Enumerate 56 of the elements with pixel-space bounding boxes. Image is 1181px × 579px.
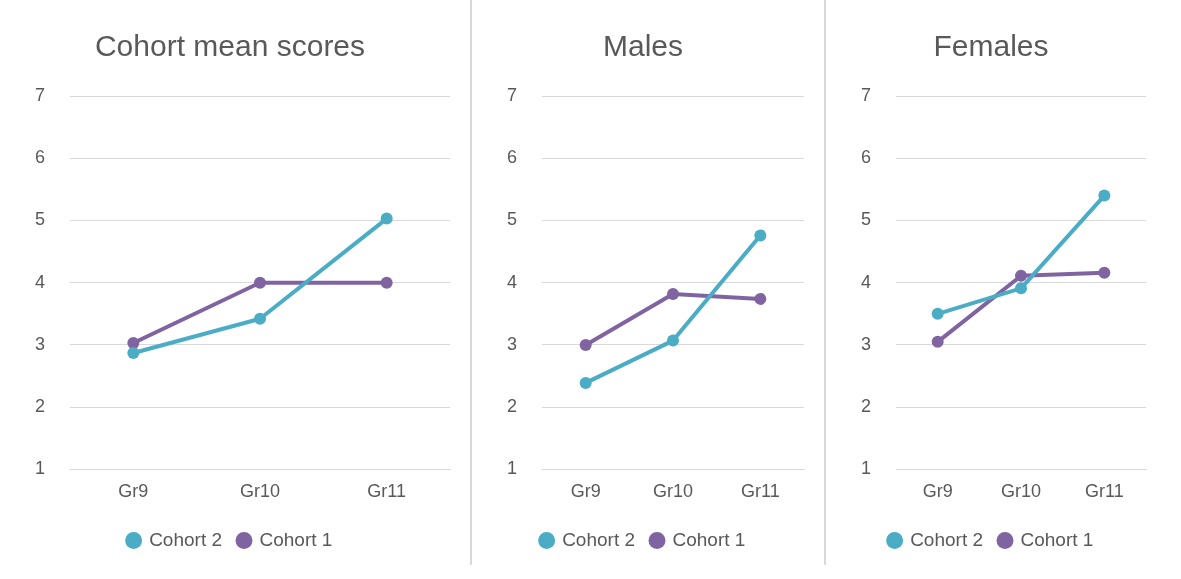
y-tick-label: 4 [35, 271, 46, 292]
chart-title: Females [933, 29, 1049, 63]
legend-label: Cohort 1 [259, 528, 333, 550]
legend-label: Cohort 2 [149, 528, 222, 550]
y-tick-label: 3 [861, 333, 872, 354]
legend-label: Cohort 2 [910, 528, 983, 550]
point [931, 335, 944, 348]
y-tick-label: 4 [861, 271, 872, 292]
point [1015, 282, 1028, 295]
point [667, 334, 680, 347]
y-tick-label: 3 [507, 333, 518, 354]
y-tick-label: 2 [35, 396, 46, 417]
point [579, 338, 592, 351]
y-tick-label: 5 [507, 209, 518, 230]
x-tick-label: Gr9 [118, 481, 149, 502]
legend-label: Cohort 1 [672, 528, 746, 550]
point [754, 292, 767, 305]
y-tick-label: 6 [507, 147, 518, 168]
point [380, 212, 393, 225]
y-tick-label: 1 [861, 458, 872, 479]
x-tick-label: Gr10 [239, 481, 281, 502]
x-tick-label: Gr11 [367, 481, 407, 502]
x-tick-label: Gr11 [1084, 481, 1124, 502]
point [579, 376, 592, 389]
y-tick-label: 6 [861, 147, 872, 168]
legend-label: Cohort 1 [1020, 528, 1094, 550]
x-tick-label: Gr10 [1000, 481, 1042, 502]
point [1098, 266, 1111, 279]
y-tick-label: 2 [861, 396, 872, 417]
y-tick-label: 6 [35, 147, 46, 168]
point [254, 312, 267, 325]
y-tick-label: 5 [861, 209, 872, 230]
x-tick-label: Gr9 [570, 481, 601, 502]
x-tick-label: Gr9 [922, 481, 953, 502]
y-tick-label: 1 [35, 458, 46, 479]
y-tick-label: 1 [507, 458, 518, 479]
chart-title: Cohort mean scores [94, 29, 366, 63]
y-tick-label: 5 [35, 209, 46, 230]
y-tick-label: 2 [507, 396, 518, 417]
point [754, 229, 767, 242]
x-tick-label: Gr10 [652, 481, 694, 502]
y-tick-label: 3 [35, 333, 46, 354]
point [380, 276, 393, 289]
x-tick-label: Gr11 [740, 481, 780, 502]
point [667, 287, 680, 300]
point [254, 276, 267, 289]
legend-label: Cohort 2 [562, 528, 635, 550]
y-tick-label: 7 [507, 84, 518, 105]
point [1098, 189, 1111, 202]
point [931, 307, 944, 320]
point [1015, 269, 1028, 282]
point [127, 347, 140, 360]
y-tick-label: 7 [35, 84, 46, 105]
y-tick-label: 7 [861, 84, 872, 105]
chart-title: Males [602, 29, 684, 63]
y-tick-label: 4 [507, 271, 518, 292]
